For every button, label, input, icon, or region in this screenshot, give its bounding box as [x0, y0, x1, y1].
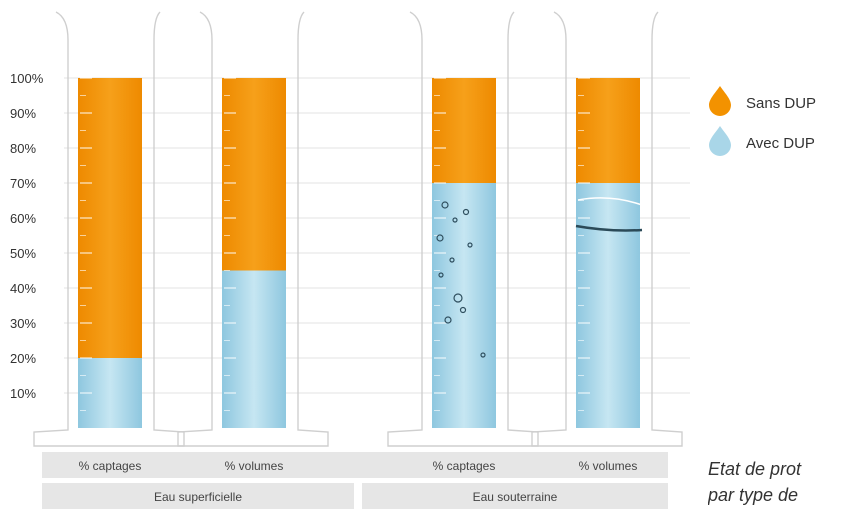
y-tick-label: 100% — [10, 71, 44, 86]
cylinder-outline — [177, 11, 329, 447]
legend-label-avec-dup: Avec DUP — [746, 135, 815, 152]
y-tick-label: 60% — [10, 211, 36, 226]
bubble — [452, 217, 458, 223]
legend: Sans DUP Avec DUP — [709, 86, 816, 156]
bubble — [453, 293, 463, 303]
bar-segment-avec-dup — [222, 270, 286, 428]
x-group-label: Eau superficielle — [154, 490, 242, 504]
x-category-label: % volumes — [579, 459, 638, 473]
y-tick-label: 50% — [10, 246, 36, 261]
bar-segment-avec-dup — [576, 183, 640, 428]
category-footer: % captages % volumes % captages % volumes Ea… — [42, 452, 668, 509]
y-tick-label: 20% — [10, 351, 36, 366]
bubble — [467, 242, 473, 248]
bubble — [480, 352, 486, 358]
water-surface-wave — [575, 224, 643, 232]
bar-segment-sans-dup — [576, 78, 640, 183]
bar-segment-avec-dup — [432, 183, 496, 428]
bubble — [459, 306, 467, 314]
bubble — [444, 316, 452, 324]
x-category-label: % volumes — [225, 459, 284, 473]
y-axis-ticks: 10% 20% 30% 40% 50% 60% 70% 80% 90% 100% — [10, 71, 44, 401]
caption-line-2: par type de — [708, 485, 799, 505]
y-tick-label: 10% — [10, 386, 36, 401]
y-tick-label: 80% — [10, 141, 36, 156]
water-highlight — [577, 197, 643, 206]
y-tick-label: 90% — [10, 106, 36, 121]
cylinder-outline — [387, 11, 539, 447]
group-band — [42, 483, 354, 509]
group-band — [362, 483, 668, 509]
y-tick-label: 30% — [10, 316, 36, 331]
category-band — [42, 452, 668, 478]
cylinder-outline — [531, 11, 683, 447]
x-category-label: % captages — [433, 459, 496, 473]
caption-line-1: Etat de prot — [708, 459, 802, 479]
legend-drop-icon — [709, 86, 731, 116]
x-group-label: Eau souterraine — [473, 490, 558, 504]
y-tick-label: 70% — [10, 176, 36, 191]
bubble — [441, 201, 449, 209]
bar-segment-sans-dup — [222, 78, 286, 271]
y-tick-label: 40% — [10, 281, 36, 296]
bubble — [449, 257, 455, 263]
cylinders — [33, 11, 683, 447]
chart-caption: Etat de prot par type de — [708, 456, 852, 508]
bar-segment-sans-dup — [432, 78, 496, 183]
bubble — [438, 272, 444, 278]
cylinder-outline — [33, 11, 185, 447]
bubble — [462, 208, 470, 216]
x-category-label: % captages — [79, 459, 142, 473]
legend-drop-icon — [709, 126, 731, 156]
bubble — [436, 234, 444, 242]
legend-label-sans-dup: Sans DUP — [746, 95, 816, 112]
bars — [78, 77, 643, 428]
